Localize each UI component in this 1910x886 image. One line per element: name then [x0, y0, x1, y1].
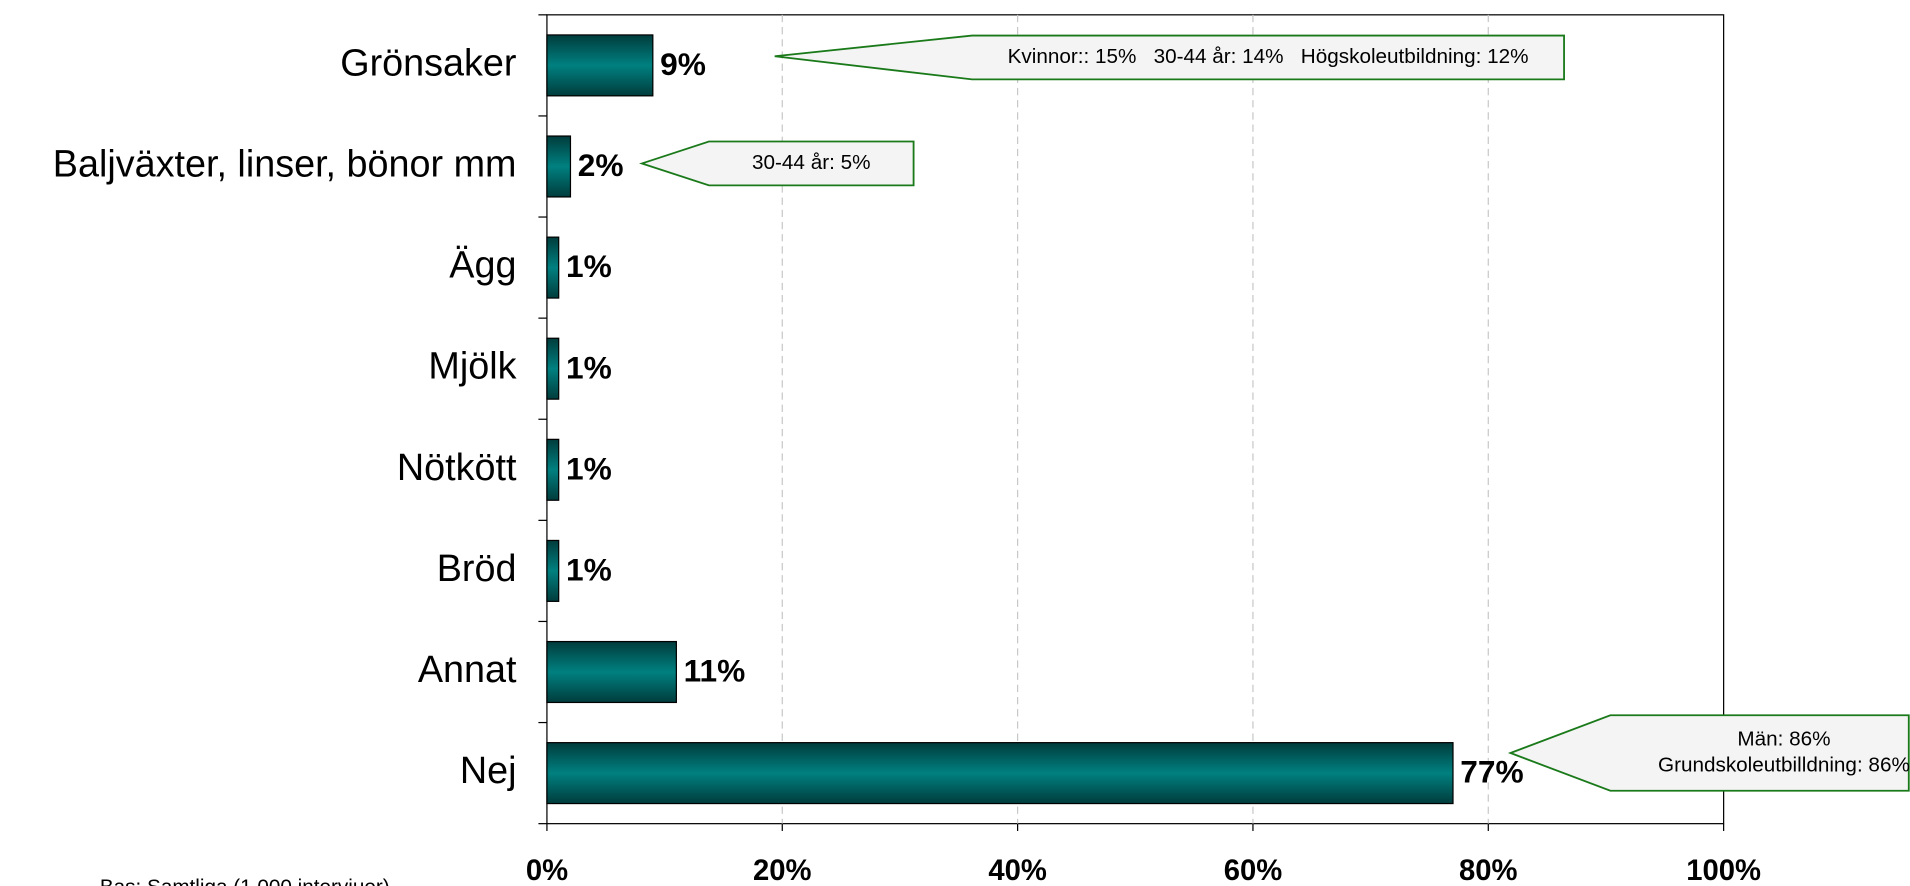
value-label: 9%	[660, 46, 706, 82]
plot-frame	[546, 14, 1725, 825]
x-tick-label: 40%	[988, 855, 1047, 886]
callout	[774, 34, 1565, 81]
callout	[639, 140, 915, 187]
x-tick-label: 20%	[753, 855, 812, 886]
bar	[546, 236, 560, 299]
category-label: Baljväxter, linser, bönor mm	[53, 143, 517, 185]
bar	[546, 742, 1454, 805]
value-label: 11%	[684, 653, 746, 689]
value-label: 1%	[566, 349, 612, 385]
x-tick-label: 100%	[1686, 855, 1761, 886]
category-label: Mjölk	[428, 346, 516, 388]
source-note: Bas: Samtliga (1 000 intervjuer)	[100, 876, 390, 886]
bar	[546, 640, 677, 704]
category-label: Nej	[460, 750, 517, 792]
value-label: 2%	[578, 147, 624, 183]
bar	[546, 337, 560, 400]
category-label: Ägg	[449, 245, 516, 287]
x-tick-label: 80%	[1459, 855, 1518, 886]
callout-text: Grundskoleutbilldning: 86%	[1658, 753, 1910, 776]
value-label: 1%	[566, 551, 612, 587]
callout-text: Kvinnor:: 15% 30-44 år: 14% Högskoleutbi…	[1008, 45, 1529, 68]
category-label: Bröd	[437, 548, 517, 590]
x-tick-label: 60%	[1224, 855, 1283, 886]
value-label: 1%	[566, 450, 612, 486]
callout-text: Män: 86%	[1737, 728, 1830, 751]
bar	[546, 135, 572, 198]
bar	[546, 438, 560, 501]
category-label: Grönsaker	[340, 42, 516, 84]
callout-text: 30-44 år: 5%	[752, 151, 870, 174]
callout	[1507, 714, 1910, 792]
bar	[546, 539, 560, 602]
category-label: Nötkött	[397, 447, 517, 489]
bar	[546, 34, 654, 97]
category-label: Annat	[418, 649, 517, 691]
x-tick-label: 0%	[526, 855, 568, 886]
value-label: 1%	[566, 248, 612, 284]
value-label: 77%	[1460, 754, 1523, 790]
